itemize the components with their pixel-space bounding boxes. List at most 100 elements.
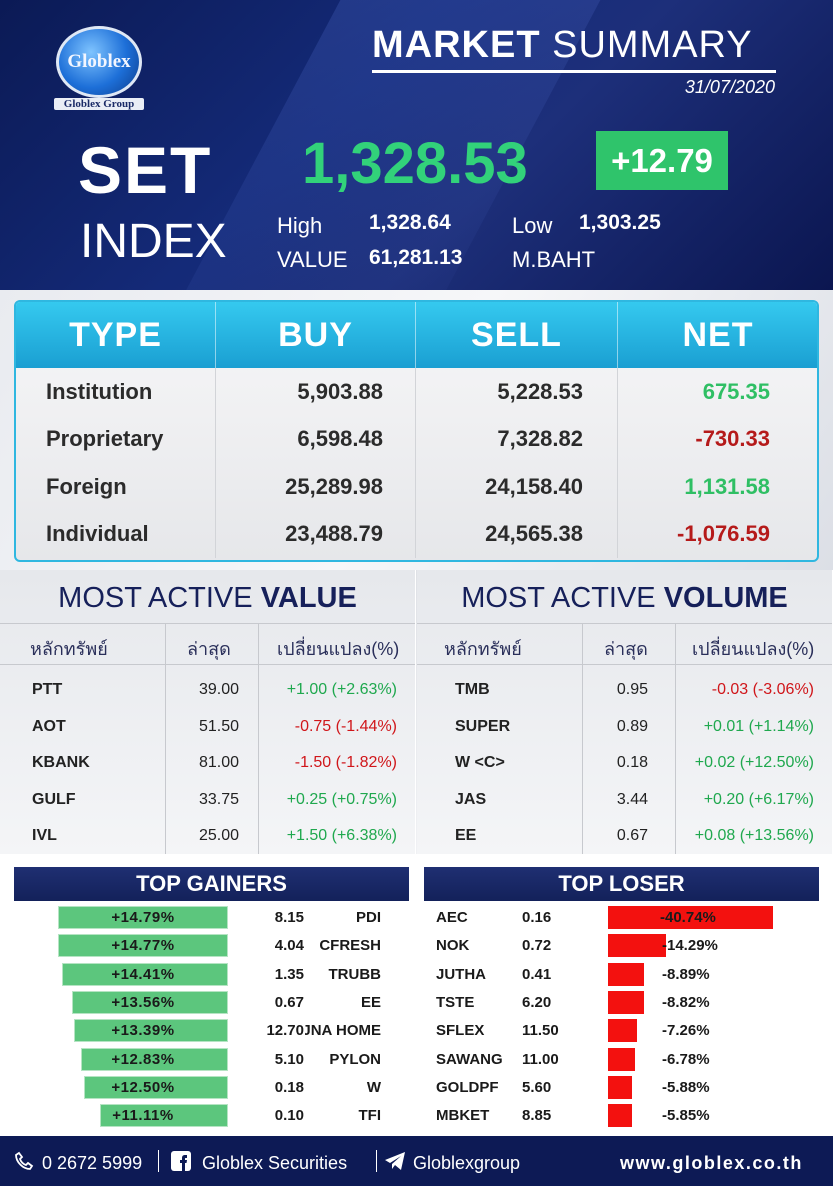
- row-sell: 7,328.82: [416, 415, 618, 463]
- loser-price: 6.20: [522, 993, 552, 1011]
- gainer-percent: +12.50%: [111, 1078, 175, 1096]
- phone-number[interactable]: 0 2672 5999: [42, 1153, 143, 1173]
- row-change: -1.50 (-1.82%): [294, 754, 397, 771]
- row-change: +0.20 (+6.17%): [703, 790, 814, 808]
- row-last: 81.00: [198, 754, 239, 771]
- gainer-percent: +14.79%: [111, 909, 175, 926]
- gainer-bar: [58, 934, 228, 958]
- gainer-price: 1.35: [274, 965, 304, 983]
- row-change: +1.50 (+6.38%): [286, 827, 397, 844]
- high-label: High: [277, 213, 323, 238]
- loser-price: 0.72: [522, 937, 552, 955]
- gainers-losers-section: TOP GAINERS TOP LOSER +14.79% 8.15 PDI +14.…: [0, 854, 833, 1136]
- website-link[interactable]: www.globlex.co.th: [620, 1153, 803, 1173]
- loser-price: 11.50: [522, 1022, 559, 1040]
- title-bold: VOLUME: [663, 582, 788, 614]
- loser-percent: -7.26%: [662, 1022, 710, 1040]
- loser-price: 11.00: [522, 1050, 559, 1068]
- loser-bar: [608, 1104, 632, 1128]
- gainer-bar: [62, 962, 228, 986]
- globe-logo-icon: Globlex: [56, 26, 142, 98]
- row-last: 51.50: [198, 717, 239, 735]
- top-losers-title: TOP LOSER: [424, 867, 819, 901]
- flow-table-header: TYPE BUY SELL NET: [16, 302, 817, 368]
- row-buy: 6,598.48: [216, 415, 416, 463]
- row-last: 0.18: [616, 754, 648, 771]
- loser-percent: -8.89%: [662, 965, 710, 983]
- gainer-bar: [74, 1019, 228, 1043]
- investor-flow-table: TYPE BUY SELL NET Institution 5,903.88 5…: [14, 300, 819, 562]
- loser-bar: [608, 934, 666, 958]
- low-value: 1,303.25: [579, 211, 661, 234]
- table-row: Proprietary 6,598.48 7,328.82 -730.33: [16, 415, 817, 463]
- row-symbol: JAS: [455, 790, 487, 808]
- logo-text: Globlex: [67, 51, 131, 72]
- footer-bar: 0 2672 5999 Globlex Securities Globlexgr…: [0, 1136, 833, 1186]
- loser-bar: [608, 906, 773, 929]
- loser-percent: -14.29%: [662, 937, 718, 955]
- title-bold: MARKET: [372, 24, 541, 66]
- gainer-bar: [100, 1104, 228, 1128]
- table-row: W <C> 0.18 +0.02 (+12.50%): [417, 748, 832, 784]
- most-active-volume-title: MOST ACTIVE VOLUME: [417, 582, 832, 615]
- gainer-price: 5.10: [274, 1050, 304, 1068]
- row-type: Foreign: [16, 463, 216, 511]
- row-net: -730.33: [695, 426, 770, 452]
- gainer-price: 4.04: [274, 937, 304, 955]
- row-last: 33.75: [198, 790, 239, 808]
- table-row: AOT 51.50 -0.75 (-1.44%): [0, 712, 415, 748]
- loser-symbol: SFLEX: [436, 1022, 485, 1040]
- gainer-percent: +14.41%: [111, 965, 175, 983]
- table-row: Foreign 25,289.98 24,158.40 1,131.58: [16, 463, 817, 511]
- gainer-bar: [58, 906, 228, 929]
- page-title: MARKET SUMMARY: [372, 24, 753, 67]
- divider: [158, 1150, 159, 1172]
- column-divider: [165, 623, 166, 854]
- row-change: -0.03 (-3.06%): [711, 681, 814, 698]
- row-sell: 24,565.38: [416, 510, 618, 558]
- facebook-icon: [171, 1151, 191, 1171]
- loser-symbol: NOK: [436, 937, 470, 955]
- row-buy: 5,903.88: [216, 368, 416, 416]
- gainer-symbol: PDI: [355, 909, 381, 926]
- loser-percent: -40.74%: [660, 909, 716, 926]
- row-change: +0.25 (+0.75%): [286, 790, 397, 808]
- row-last: 0.95: [616, 681, 648, 698]
- table-row: EE 0.67 +0.08 (+13.56%): [417, 821, 832, 857]
- header-sell: SELL: [416, 302, 618, 368]
- facebook-link[interactable]: Globlex Securities: [202, 1153, 348, 1173]
- most-active-section: MOST ACTIVE VALUE หลักทรัพย์ ล่าสุด เปลี…: [0, 570, 833, 854]
- high-value: 1,328.64: [369, 211, 451, 234]
- gainer-price: 0.67: [274, 993, 304, 1011]
- most-active-value-title: MOST ACTIVE VALUE: [0, 582, 415, 615]
- title-underline: [372, 70, 776, 73]
- report-date: 31/07/2020: [684, 77, 775, 97]
- row-symbol: GULF: [32, 790, 76, 808]
- brand-logo[interactable]: Globlex Globlex Group: [54, 26, 144, 116]
- table-row: PTT 39.00 +1.00 (+2.63%): [0, 675, 415, 711]
- row-sell: 5,228.53: [416, 368, 618, 416]
- loser-percent: -5.85%: [662, 1107, 710, 1125]
- gainer-price: 0.10: [274, 1107, 304, 1125]
- most-active-value-panel: MOST ACTIVE VALUE หลักทรัพย์ ล่าสุด เปลี…: [0, 570, 416, 854]
- row-symbol: EE: [455, 827, 477, 844]
- table-row: SUPER 0.89 +0.01 (+1.14%): [417, 712, 832, 748]
- most-active-volume-header: หลักทรัพย์ ล่าสุด เปลี่ยนแปลง(%): [417, 623, 832, 665]
- divider: [376, 1150, 377, 1172]
- loser-symbol: TSTE: [436, 993, 475, 1011]
- header-symbol: หลักทรัพย์: [30, 639, 108, 659]
- row-symbol: IVL: [32, 827, 57, 844]
- row-last: 39.00: [198, 681, 239, 698]
- table-row: Institution 5,903.88 5,228.53 675.35: [16, 368, 817, 416]
- gainer-symbol: ROJNA HOME: [305, 1022, 381, 1040]
- loser-percent: -8.82%: [662, 993, 710, 1011]
- row-last: 0.67: [616, 827, 648, 844]
- title-rest: SUMMARY: [552, 24, 753, 66]
- gainer-symbol: EE: [360, 993, 381, 1011]
- loser-symbol: GOLDPF: [436, 1078, 499, 1096]
- row-net: -1,076.59: [677, 521, 770, 547]
- title-plain: MOST ACTIVE: [461, 582, 656, 614]
- telegram-link[interactable]: Globlexgroup: [413, 1153, 521, 1173]
- gainer-symbol: CFRESH: [319, 937, 381, 955]
- phone-icon: [15, 1151, 34, 1170]
